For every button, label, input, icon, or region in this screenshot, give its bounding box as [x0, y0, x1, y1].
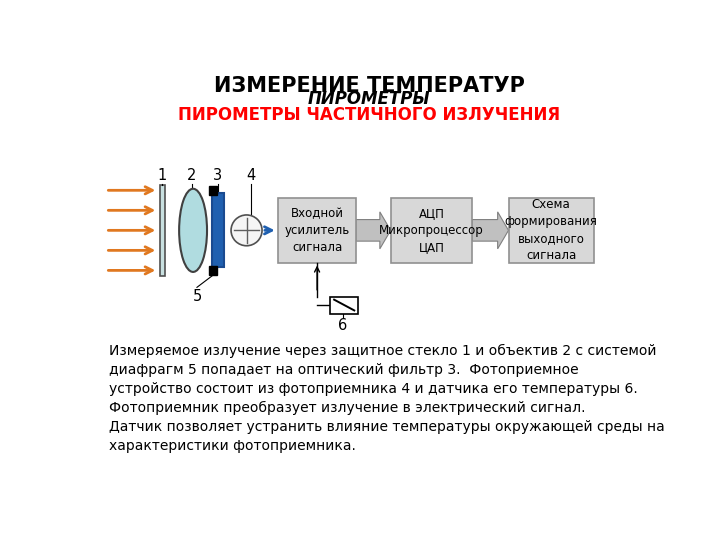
Text: Входной
усилитель
сигнала: Входной усилитель сигнала: [284, 207, 350, 254]
Text: 1: 1: [158, 167, 167, 183]
Text: ПИРОМЕТРЫ ЧАСТИЧНОГО ИЗЛУЧЕНИЯ: ПИРОМЕТРЫ ЧАСТИЧНОГО ИЗЛУЧЕНИЯ: [178, 106, 560, 124]
Bar: [508, 198, 594, 262]
Text: 3: 3: [213, 167, 222, 183]
Polygon shape: [356, 212, 391, 249]
Bar: [330, 296, 358, 314]
Bar: [279, 198, 356, 262]
Text: 5: 5: [192, 289, 202, 304]
Bar: [212, 193, 224, 267]
Polygon shape: [472, 212, 508, 249]
Ellipse shape: [179, 189, 207, 272]
Circle shape: [231, 215, 262, 246]
Bar: [160, 185, 165, 276]
Text: Измеряемое излучение через защитное стекло 1 и объектив 2 с системой
диафрагм 5 : Измеряемое излучение через защитное стек…: [109, 343, 665, 453]
Text: АЦП
Микропроцессор
ЦАП: АЦП Микропроцессор ЦАП: [379, 207, 484, 254]
Bar: [210, 186, 217, 195]
Bar: [210, 266, 217, 275]
Text: 4: 4: [246, 167, 256, 183]
Text: 2: 2: [186, 167, 197, 183]
Text: Схема
формирования
выходного
сигнала: Схема формирования выходного сигнала: [505, 198, 598, 262]
Text: 6: 6: [338, 318, 347, 333]
Text: ИЗМЕРЕНИЕ ТЕМПЕРАТУР: ИЗМЕРЕНИЕ ТЕМПЕРАТУР: [214, 76, 524, 96]
Text: ПИРОМЕТРЫ: ПИРОМЕТРЫ: [307, 90, 431, 108]
Bar: [391, 198, 472, 262]
